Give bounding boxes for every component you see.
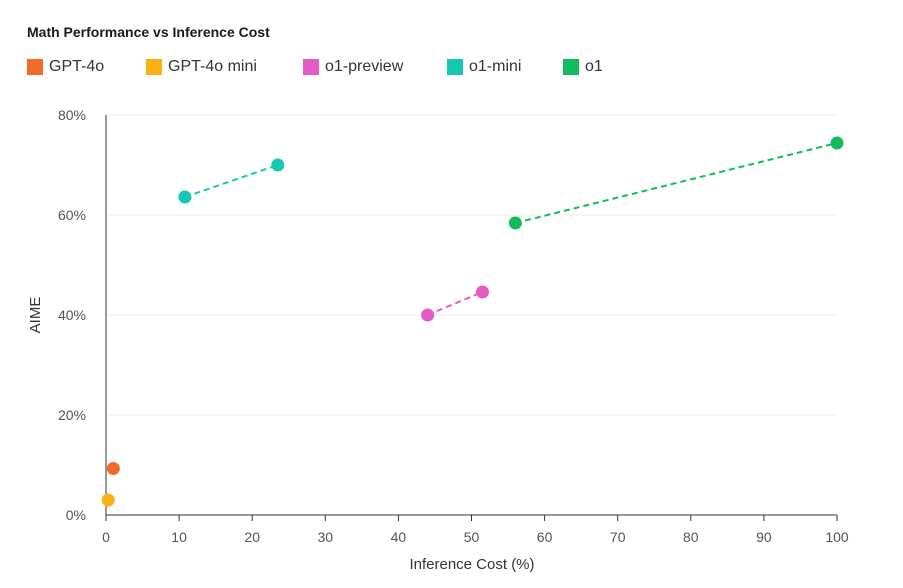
y-tick-label: 20% [58, 407, 86, 423]
y-tick-labels: 0% 20% 40% 60% 80% [58, 107, 86, 523]
connector-o1 [515, 142, 838, 224]
y-tick-label: 60% [58, 207, 86, 223]
point-o1[interactable] [508, 216, 522, 230]
grid-lines [106, 114, 837, 416]
x-tick-label: 10 [171, 529, 187, 545]
x-tick-label: 50 [464, 529, 480, 545]
legend-label-o1: o1 [585, 58, 603, 75]
legend-swatch-gpt-4o-mini [146, 59, 162, 75]
data-points [101, 136, 844, 507]
chart-title: Math Performance vs Inference Cost [27, 24, 270, 40]
axes [105, 115, 838, 521]
legend-label-o1-mini: o1-mini [469, 58, 522, 75]
legend-item-gpt-4o-mini[interactable]: GPT-4o mini [146, 57, 257, 77]
chart-legend: GPT-4o GPT-4o mini o1-preview o1-mini o1 [27, 57, 887, 79]
legend-item-o1[interactable]: o1 [563, 57, 603, 77]
point-o1-mini[interactable] [178, 190, 192, 204]
y-axis-label: AIME [27, 297, 44, 334]
x-tick-label: 30 [318, 529, 334, 545]
legend-item-o1-preview[interactable]: o1-preview [303, 57, 403, 77]
x-tick-label: 20 [244, 529, 260, 545]
x-tick-label: 0 [102, 529, 110, 545]
point-o1-preview[interactable] [475, 285, 489, 299]
legend-swatch-o1 [563, 59, 579, 75]
legend-item-gpt-4o[interactable]: GPT-4o [27, 57, 104, 77]
y-tick-label: 0% [66, 507, 86, 523]
x-tick-label: 60 [537, 529, 553, 545]
y-tick-label: 80% [58, 107, 86, 123]
point-o1-mini[interactable] [271, 158, 285, 172]
legend-swatch-gpt-4o [27, 59, 43, 75]
point-gpt-4o[interactable] [106, 462, 120, 475]
point-gpt-4o-mini[interactable] [101, 493, 115, 507]
x-tick-label: 40 [391, 529, 407, 545]
connector-o1-preview [427, 291, 483, 316]
connector-o1-mini [184, 164, 279, 198]
point-o1[interactable] [830, 136, 844, 150]
x-tick-labels: 0 10 20 30 40 50 60 70 80 90 100 [102, 529, 849, 545]
legend-label-o1-preview: o1-preview [325, 58, 404, 75]
legend-label-gpt-4o-mini: GPT-4o mini [168, 58, 257, 75]
x-tick-label: 70 [610, 529, 626, 545]
x-axis-label: Inference Cost (%) [409, 556, 534, 573]
y-tick-label: 40% [58, 307, 86, 323]
legend-item-o1-mini[interactable]: o1-mini [447, 57, 521, 77]
x-tick-label: 90 [756, 529, 772, 545]
legend-label-gpt-4o: GPT-4o [49, 58, 105, 75]
series-connectors [184, 142, 838, 316]
x-tick-label: 100 [825, 529, 849, 545]
x-tick-label: 80 [683, 529, 699, 545]
point-o1-preview[interactable] [421, 308, 435, 322]
legend-swatch-o1-mini [447, 59, 463, 75]
legend-swatch-o1-preview [303, 59, 319, 75]
